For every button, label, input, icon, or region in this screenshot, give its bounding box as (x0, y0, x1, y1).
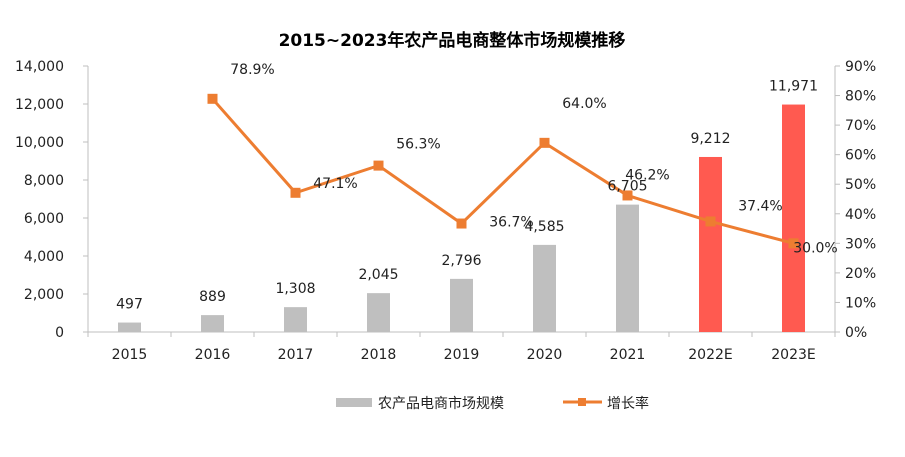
bar-value-label: 9,212 (690, 131, 730, 147)
x-tick-label: 2023E (771, 347, 815, 363)
growth-rate-label: 78.9% (230, 62, 274, 78)
growth-rate-marker-2017 (290, 187, 301, 198)
growth-rate-marker-2019 (456, 218, 467, 229)
y-right-tick-label: 50% (845, 177, 876, 193)
y-right-tick-label: 30% (845, 236, 876, 252)
y-right-tick-label: 20% (845, 266, 876, 282)
growth-rate-label: 36.7% (489, 215, 533, 231)
x-tick-label: 2020 (527, 347, 563, 363)
bar-2022E (699, 156, 722, 332)
y-left-tick-label: 0 (55, 325, 64, 341)
growth-rate-line (211, 97, 794, 245)
growth-rate-label: 46.2% (625, 167, 669, 183)
bar-value-label: 6,705 (607, 179, 647, 195)
x-tick-label: 2017 (278, 347, 314, 363)
x-tick-label: 2018 (361, 347, 397, 363)
bar-2017 (284, 307, 307, 332)
y-left-tick-label: 12,000 (15, 97, 64, 113)
y-right-tick-label: 60% (845, 148, 876, 164)
y-right-tick-label: 10% (845, 295, 876, 311)
growth-rate-marker-2020 (539, 137, 550, 148)
growth-rate-label: 47.1% (313, 176, 357, 192)
growth-rate-label: 56.3% (396, 137, 440, 153)
legend: 农产品电商市场规模 增长率 (336, 395, 649, 412)
legend-bar-label: 农产品电商市场规模 (378, 395, 504, 412)
bar-value-label: 497 (116, 297, 143, 313)
growth-rate-label: 64.0% (562, 96, 606, 112)
legend-bar-swatch (336, 398, 372, 407)
x-tick-label: 2019 (444, 347, 480, 363)
bar-2016 (201, 315, 224, 332)
growth-rate-label: 30.0% (793, 240, 837, 256)
y-left-tick-label: 4,000 (24, 249, 64, 265)
growth-rate-label: 37.4% (738, 198, 782, 214)
bar-2018 (367, 293, 390, 332)
growth-rate-marker-2022E (705, 216, 716, 227)
bar-2019 (450, 278, 473, 332)
x-tick-label: 2022E (688, 347, 732, 363)
growth-rate-marker-2018 (373, 160, 384, 171)
y-left-tick-label: 10,000 (15, 135, 64, 151)
x-tick-label: 2021 (610, 347, 646, 363)
legend-line-label: 增长率 (607, 395, 649, 412)
bar-value-label: 11,971 (769, 79, 818, 95)
growth-rate-marker-2016 (207, 93, 218, 104)
bar-value-label: 4,585 (524, 219, 564, 235)
legend-line-marker (578, 398, 586, 406)
y-left-tick-label: 8,000 (24, 173, 64, 189)
y-right-tick-label: 70% (845, 118, 876, 134)
x-tick-label: 2016 (195, 347, 231, 363)
bar-value-label: 2,045 (358, 267, 398, 283)
bar-value-label: 889 (199, 289, 226, 305)
chart-title: 2015~2023年农产品电商整体市场规模推移 (279, 30, 626, 51)
y-left-tick-label: 6,000 (24, 211, 64, 227)
y-right-tick-label: 0% (845, 325, 867, 341)
growth-rate-marker-2023E (788, 238, 799, 249)
bar-2021 (616, 204, 639, 332)
bar-value-label: 2,796 (441, 253, 481, 269)
bar-2020 (533, 244, 556, 332)
bar-2023E (782, 104, 805, 333)
bar-2015 (118, 322, 141, 332)
y-right-tick-label: 40% (845, 207, 876, 223)
y-right-tick-label: 80% (845, 89, 876, 105)
y-right-tick-label: 90% (845, 59, 876, 75)
growth-rate-marker-2021 (622, 190, 633, 201)
y-left-tick-label: 2,000 (24, 287, 64, 303)
bar-value-label: 1,308 (275, 281, 315, 297)
y-left-tick-label: 14,000 (15, 59, 64, 75)
x-tick-label: 2015 (112, 347, 148, 363)
